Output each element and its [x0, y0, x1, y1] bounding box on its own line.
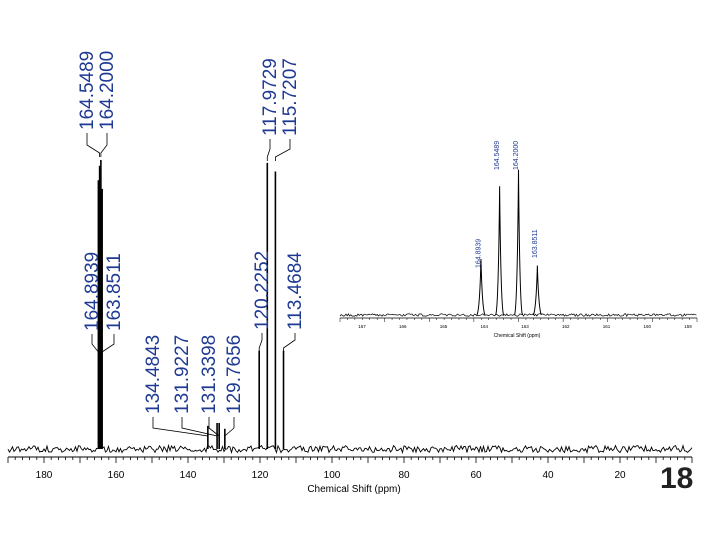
peak-label-leader	[224, 417, 235, 440]
inset-peak	[514, 169, 523, 316]
inset-peak-label: 164.2000	[513, 141, 520, 170]
peak-label-leader	[101, 334, 115, 356]
inset-peak-label: 164.5489	[494, 141, 501, 170]
peak-label: 134.4843	[143, 335, 164, 414]
peak-label: 113.4684	[285, 252, 306, 330]
peak-label-leader	[100, 133, 108, 157]
peak-label-leader	[86, 133, 100, 157]
spectrum-baseline	[7, 443, 693, 455]
peak-label-leader	[283, 333, 296, 352]
inset-x-tick-label: 166	[399, 324, 407, 329]
x-tick-label: 120	[252, 470, 269, 481]
inset-x-tick-label: 165	[440, 324, 448, 329]
peak-label-leader	[275, 139, 291, 161]
peak-label: 164.8939	[82, 252, 103, 331]
inset-x-tick-label: 161	[603, 324, 611, 329]
peak-label-leader	[91, 334, 99, 356]
inset-x-tick-label: 162	[562, 324, 570, 329]
x-tick-label: 100	[324, 470, 341, 481]
inset-peak-label: 163.8511	[532, 229, 539, 258]
peak-label: 131.3398	[199, 335, 220, 414]
peak-label-leader	[266, 139, 271, 161]
peak-label: 164.2000	[97, 51, 118, 130]
inset-peak	[476, 258, 486, 316]
inset-x-axis-title: Chemical Shift (ppm)	[494, 333, 541, 339]
peak-label-leader	[152, 417, 209, 440]
peak-label: 117.9729	[260, 58, 281, 136]
x-tick-label: 180	[36, 470, 53, 481]
inset-x-tick-label: 167	[358, 324, 366, 329]
peak-label: 129.7656	[224, 335, 245, 414]
x-tick-label: 140	[180, 470, 197, 481]
peak-label-leader	[208, 417, 220, 440]
peak-label: 163.8511	[104, 253, 125, 331]
peak-label: 131.9227	[172, 335, 193, 414]
inset-x-tick-label: 163	[521, 324, 529, 329]
inset-x-tick-label: 160	[643, 324, 651, 329]
page-number: 18	[660, 462, 694, 495]
x-tick-label: 40	[542, 470, 554, 481]
inset-baseline	[339, 313, 697, 317]
x-tick-label: 60	[470, 470, 482, 481]
peak-label: 120.2252	[252, 251, 273, 330]
inset-peak	[495, 186, 505, 316]
inset-x-tick-label: 159	[684, 324, 692, 329]
inset-peak	[532, 265, 542, 316]
x-tick-label: 20	[614, 470, 626, 481]
inset-peak-label: 164.8939	[475, 239, 482, 268]
inset-x-tick-label: 164	[480, 324, 488, 329]
peak-label-leader	[258, 333, 263, 352]
x-tick-label: 160	[108, 470, 125, 481]
x-tick-label: 80	[398, 470, 410, 481]
x-axis-title: Chemical Shift (ppm)	[307, 484, 400, 495]
peak-label: 115.7207	[280, 58, 301, 136]
peak-label: 164.5489	[77, 51, 98, 130]
peak-label-leader	[181, 417, 218, 440]
